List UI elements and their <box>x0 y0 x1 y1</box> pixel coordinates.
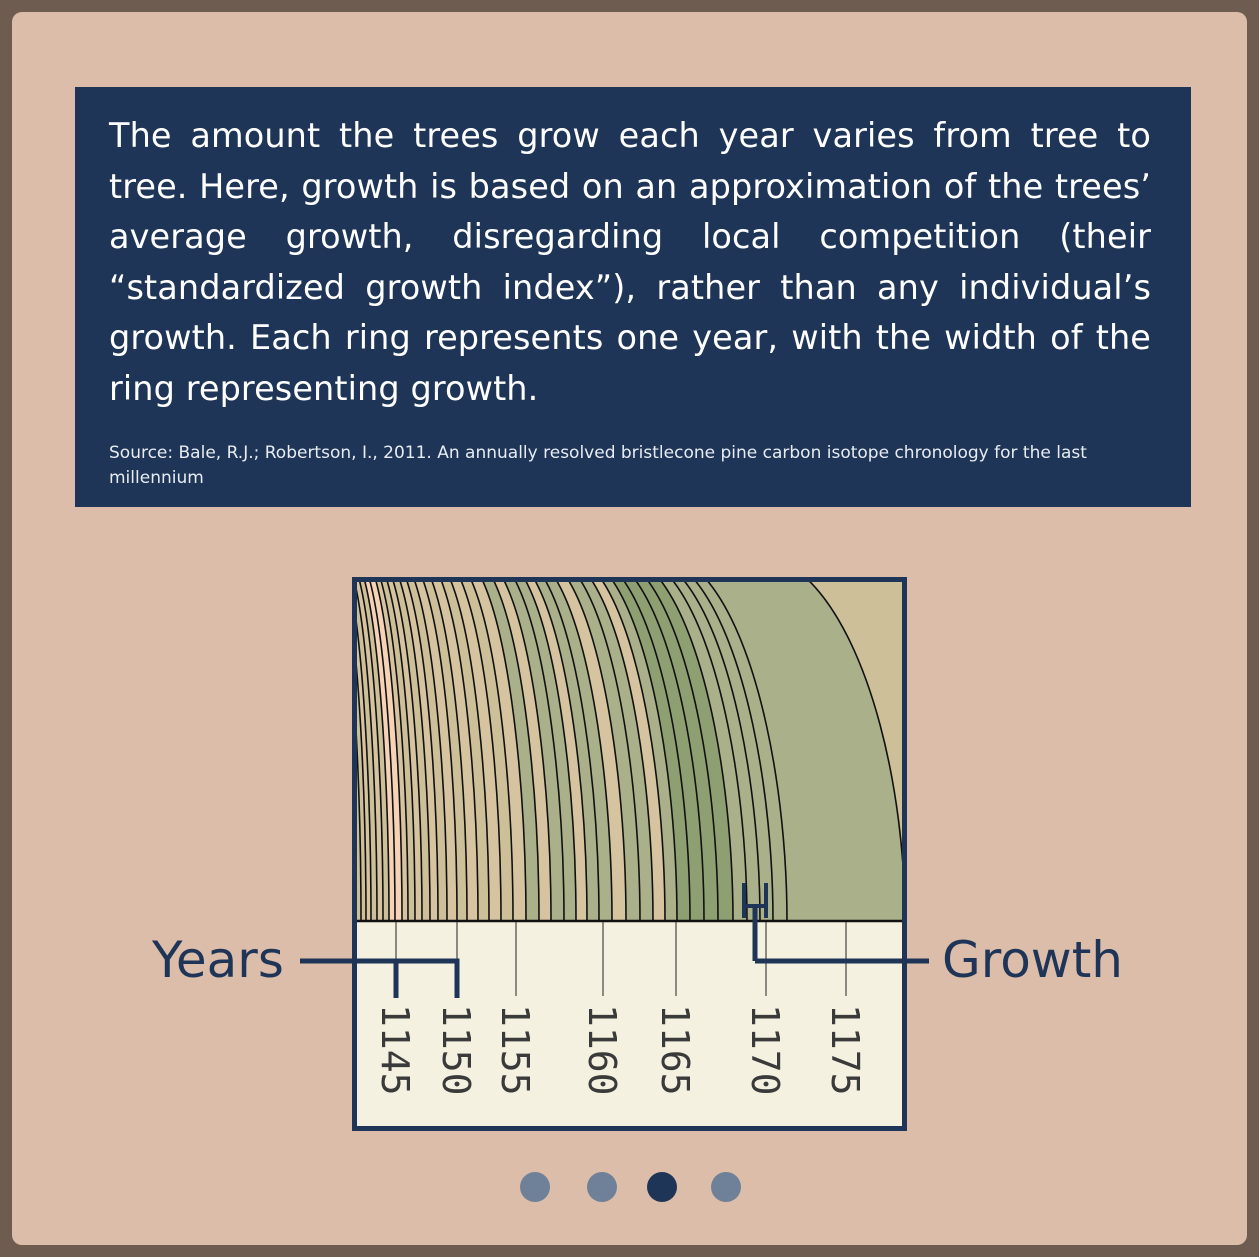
ring-boundary <box>364 582 390 922</box>
ring-boundary <box>695 582 774 922</box>
year-ticks: 1145 1150 1155 1160 1165 1170 1175 <box>373 922 867 1096</box>
ring-boundary <box>358 582 384 922</box>
ring-boundary <box>672 582 748 922</box>
ring-boundary <box>414 582 448 922</box>
ring-boundary <box>375 582 403 922</box>
ring-boundary <box>482 582 527 922</box>
ring-boundary <box>684 582 761 922</box>
ring-band <box>661 582 747 921</box>
ring-band <box>648 582 733 921</box>
page-dot-1[interactable] <box>520 1172 550 1202</box>
ring-boundary <box>515 582 565 922</box>
ring-boundary <box>635 582 705 922</box>
ring-boundary <box>450 582 490 922</box>
ring-boundary <box>440 582 479 922</box>
ring-band <box>592 582 665 921</box>
ring-boundary <box>568 582 627 922</box>
ring-boundary <box>660 582 734 922</box>
ring-boundary <box>357 733 362 922</box>
ring-band <box>569 582 640 921</box>
ring-band <box>451 582 501 921</box>
ring-boundary <box>612 582 678 922</box>
page-dot-3-active[interactable] <box>647 1172 677 1202</box>
ring-band <box>387 582 422 921</box>
ring-band <box>526 582 587 921</box>
source-citation: Source: Bale, R.J.; Robertson, I., 2011.… <box>109 443 1087 488</box>
ring-band <box>357 628 371 921</box>
ring-boundary <box>580 582 641 922</box>
ring-boundary <box>406 582 439 922</box>
ring-boundary <box>392 582 423 922</box>
ring-band <box>415 582 457 921</box>
ring-boundary <box>380 582 409 922</box>
ring-boundary <box>623 582 691 922</box>
ring-band <box>441 582 489 921</box>
ring-boundary <box>545 582 600 922</box>
year-tick-label: 1170 <box>743 1004 787 1096</box>
ring-band <box>546 582 612 921</box>
ring-band <box>381 582 415 921</box>
ring-boundary <box>471 582 514 922</box>
ring-band <box>432 582 478 921</box>
info-box: The amount the trees grow each year vari… <box>75 87 1191 507</box>
ring-band <box>696 582 787 921</box>
ring-band <box>581 582 653 921</box>
ring-boundary <box>357 665 367 922</box>
ring-band <box>364 582 395 921</box>
ring-band <box>624 582 704 921</box>
ring-boundary <box>602 582 666 922</box>
ring-band <box>359 582 389 921</box>
page-dot-4[interactable] <box>711 1172 741 1202</box>
growth-callout <box>742 883 929 964</box>
ring-band <box>673 582 760 921</box>
pagination-dots <box>0 1172 1259 1204</box>
ring-boundary <box>460 582 502 922</box>
years-label: Years <box>152 931 284 989</box>
growth-label: Growth <box>942 931 1123 989</box>
year-tick-label: 1145 <box>373 1004 417 1096</box>
tree-rings <box>357 582 902 922</box>
ring-boundary <box>431 582 468 922</box>
year-tick-label: 1150 <box>434 1004 478 1096</box>
year-tick-label: 1175 <box>823 1004 867 1096</box>
info-text: The amount the trees grow each year vari… <box>109 116 1151 408</box>
ring-boundary <box>591 582 654 922</box>
ring-band <box>535 582 599 921</box>
ring-band <box>603 582 677 921</box>
ring-boundary <box>534 582 588 922</box>
ring-boundary <box>369 582 396 922</box>
ring-band <box>357 674 366 921</box>
ring-band <box>483 582 539 921</box>
year-tick-label: 1155 <box>493 1004 537 1096</box>
ring-band <box>376 582 408 921</box>
ring-band <box>636 582 718 921</box>
ring-boundary <box>556 582 613 922</box>
ring-band <box>708 582 902 921</box>
years-callout <box>300 958 460 998</box>
slide-card: The amount the trees grow each year vari… <box>12 12 1247 1245</box>
ring-band <box>613 582 690 921</box>
ring-band <box>461 582 513 921</box>
ring-boundary <box>399 582 431 922</box>
ring-boundary <box>503 582 552 922</box>
ring-boundary <box>422 582 458 922</box>
ring-boundary <box>809 582 902 864</box>
ring-band <box>515 582 576 921</box>
ring-boundary <box>386 582 416 922</box>
ring-boundary <box>493 582 540 922</box>
ring-boundary <box>357 589 378 922</box>
page-dot-2[interactable] <box>587 1172 617 1202</box>
ring-boundary <box>525 582 577 922</box>
ring-boundary <box>357 622 372 922</box>
ring-boundary <box>707 582 788 922</box>
year-tick-label: 1160 <box>580 1004 624 1096</box>
ring-band <box>557 582 626 921</box>
ring-band <box>471 582 526 921</box>
ring-boundary <box>647 582 719 922</box>
year-tick-label: 1165 <box>653 1004 697 1096</box>
year-ruler <box>357 922 902 1126</box>
